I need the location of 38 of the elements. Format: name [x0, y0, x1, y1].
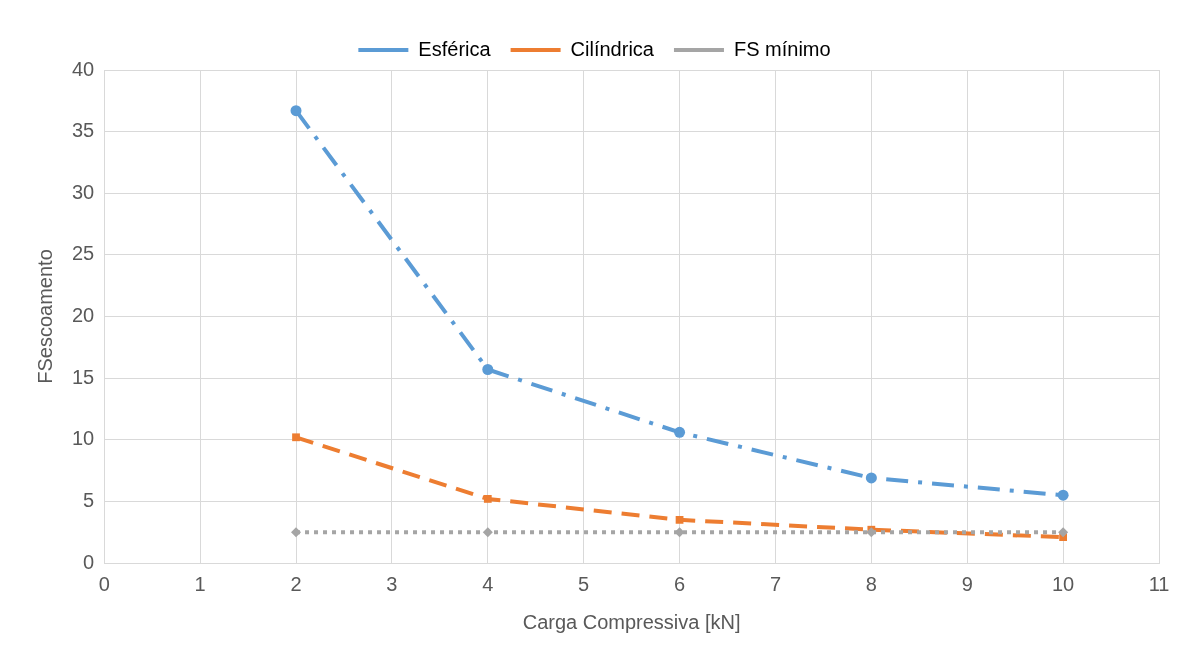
y-tick-label: 30 — [72, 180, 95, 203]
point — [1058, 527, 1069, 538]
point — [290, 105, 302, 117]
x-tick-label: 6 — [674, 572, 686, 595]
x-tick-label: 9 — [961, 572, 973, 595]
x-tick-label: 4 — [482, 572, 494, 595]
x-tick-label: 7 — [769, 572, 782, 595]
x-tick-label: 1 — [194, 572, 206, 595]
y-axis-title: FSescoamento — [33, 249, 56, 384]
x-tick-label: 5 — [578, 572, 590, 595]
point — [483, 495, 492, 503]
x-axis-title: Carga Compressiva [kN] — [522, 610, 741, 633]
point — [866, 527, 877, 538]
y-tick-label: 0 — [83, 550, 95, 573]
x-tick-label: 8 — [865, 572, 877, 595]
y-tick-label: 10 — [72, 427, 95, 450]
x-tick-label: 2 — [290, 572, 302, 595]
point — [865, 472, 877, 484]
point — [291, 527, 302, 538]
point — [675, 515, 684, 524]
x-tick-label: 3 — [386, 572, 398, 595]
point — [482, 364, 494, 375]
y-tick-label: 20 — [72, 304, 95, 327]
point — [1057, 489, 1069, 501]
legend-label: FS mínimo — [733, 37, 831, 60]
point — [482, 527, 493, 538]
x-tick-label: 0 — [98, 572, 110, 595]
y-tick-label: 35 — [72, 119, 95, 142]
y-tick-label: 5 — [83, 488, 95, 511]
y-tick-label: 40 — [72, 57, 95, 80]
x-tick-label: 10 — [1051, 572, 1075, 595]
legend-label: Cilíndrica — [570, 37, 655, 60]
y-tick-label: 15 — [72, 365, 95, 388]
legend-label: Esférica — [418, 37, 492, 60]
y-tick-label: 25 — [72, 242, 95, 265]
x-tick-label: 11 — [1148, 572, 1170, 595]
point — [674, 426, 686, 438]
point — [292, 433, 300, 442]
